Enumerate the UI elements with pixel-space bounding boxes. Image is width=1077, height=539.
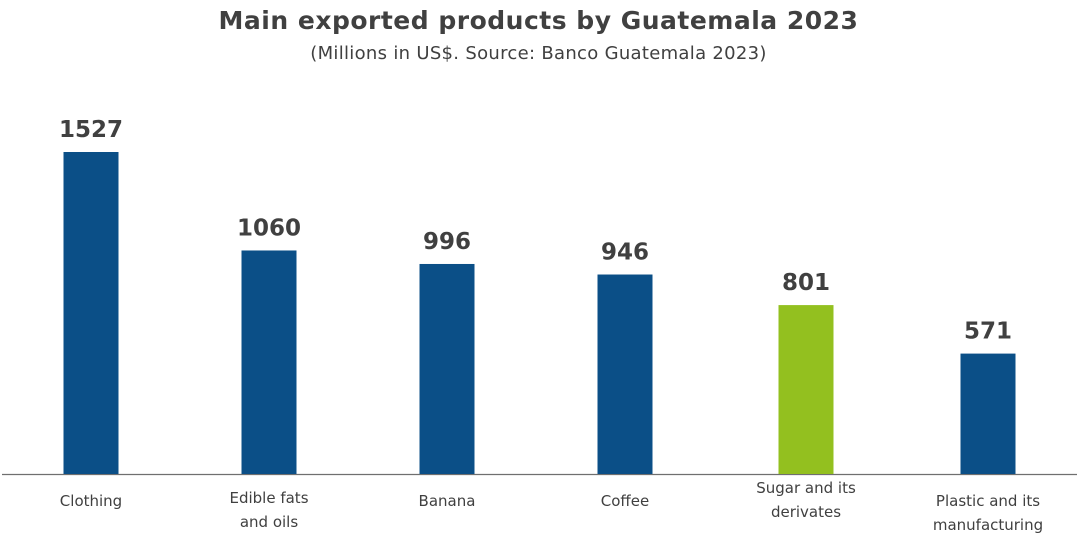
bar (960, 353, 1016, 474)
bar-value-label: 571 (964, 319, 1012, 345)
category-label: Edible fats and oils (229, 489, 308, 531)
category-label: Coffee (601, 492, 649, 510)
bar-value-label: 1527 (59, 117, 123, 143)
bar (778, 305, 834, 474)
chart-subtitle: (Millions in US$. Source: Banco Guatemal… (310, 43, 767, 64)
bar-value-label: 801 (782, 270, 830, 296)
bar (241, 250, 297, 474)
bar-value-label: 996 (423, 229, 471, 255)
category-label: Banana (419, 492, 476, 510)
bar (63, 152, 119, 474)
bar-value-label: 946 (601, 240, 649, 266)
category-label: Sugar and its derivates (756, 479, 856, 521)
bar (597, 274, 653, 474)
chart-title: Main exported products by Guatemala 2023 (218, 6, 859, 35)
bar-value-label: 1060 (237, 215, 301, 241)
bar (419, 263, 475, 474)
category-label: Plastic and its manufacturing (933, 492, 1043, 534)
category-label: Clothing (60, 492, 122, 510)
